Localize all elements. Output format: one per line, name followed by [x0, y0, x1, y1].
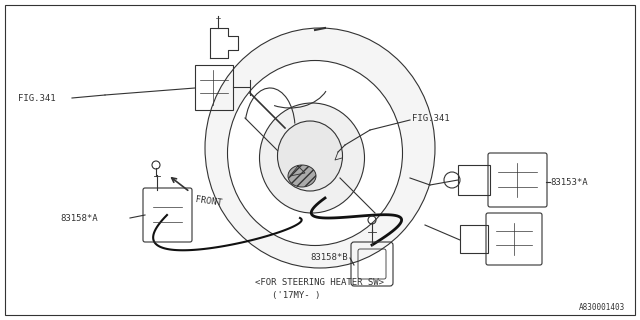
Ellipse shape — [205, 28, 435, 268]
Text: 83153*A: 83153*A — [550, 178, 588, 187]
Text: 83158*A: 83158*A — [60, 213, 98, 222]
Ellipse shape — [259, 103, 365, 213]
Text: ('17MY- ): ('17MY- ) — [272, 291, 321, 300]
Bar — [195, 65, 233, 110]
Text: FIG.341: FIG.341 — [18, 93, 56, 102]
Bar — [460, 225, 488, 253]
Ellipse shape — [227, 60, 403, 245]
Bar — [458, 165, 490, 195]
Text: 83158*B: 83158*B — [310, 253, 348, 262]
Text: FIG.341: FIG.341 — [412, 114, 450, 123]
Text: A830001403: A830001403 — [579, 303, 625, 312]
Text: FRONT: FRONT — [195, 195, 223, 208]
Text: <FOR STEERING HEATER SW>: <FOR STEERING HEATER SW> — [255, 278, 384, 287]
Ellipse shape — [278, 121, 342, 191]
Ellipse shape — [288, 165, 316, 187]
